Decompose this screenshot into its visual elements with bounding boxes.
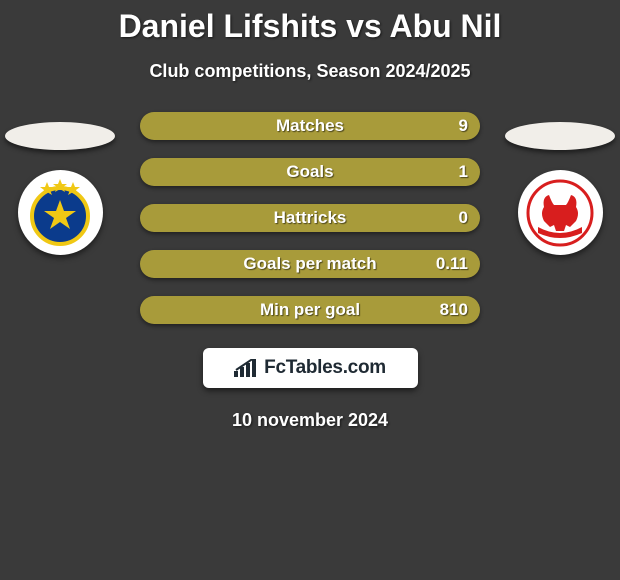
stat-row: Hattricks 0 [140,204,480,232]
stat-value: 0.11 [436,254,468,274]
club-badge-right-icon [524,177,596,249]
stat-value: 810 [440,300,468,320]
stat-value: 9 [459,116,468,136]
stat-label: Goals [286,162,333,182]
stat-label: Matches [276,116,344,136]
brand-text: FcTables.com [264,357,386,379]
player-left-column [0,122,120,255]
stat-row: Goals per match 0.11 [140,250,480,278]
stat-label: Hattricks [274,208,347,228]
page-title: Daniel Lifshits vs Abu Nil [0,0,620,45]
stat-label: Min per goal [260,300,360,320]
club-badge-right [518,170,603,255]
stat-rows: Matches 9 Goals 1 Hattricks 0 Goals per match 0… [140,112,480,324]
stat-row: Goals 1 [140,158,480,186]
content: Matches 9 Goals 1 Hattricks 0 Goals per match 0… [0,112,620,324]
player-left-placeholder [5,122,115,150]
stat-value: 0 [459,208,468,228]
club-badge-left-icon [25,178,95,248]
comparison-card: Daniel Lifshits vs Abu Nil Club competit… [0,0,620,580]
player-right-placeholder [505,122,615,150]
chart-icon [234,359,258,377]
brand-box[interactable]: FcTables.com [203,348,418,388]
player-right-column [500,122,620,255]
subtitle: Club competitions, Season 2024/2025 [0,61,620,82]
club-badge-left [18,170,103,255]
stat-value: 1 [459,162,468,182]
stat-label: Goals per match [243,254,376,274]
stat-row: Min per goal 810 [140,296,480,324]
stat-row: Matches 9 [140,112,480,140]
date: 10 november 2024 [0,410,620,431]
